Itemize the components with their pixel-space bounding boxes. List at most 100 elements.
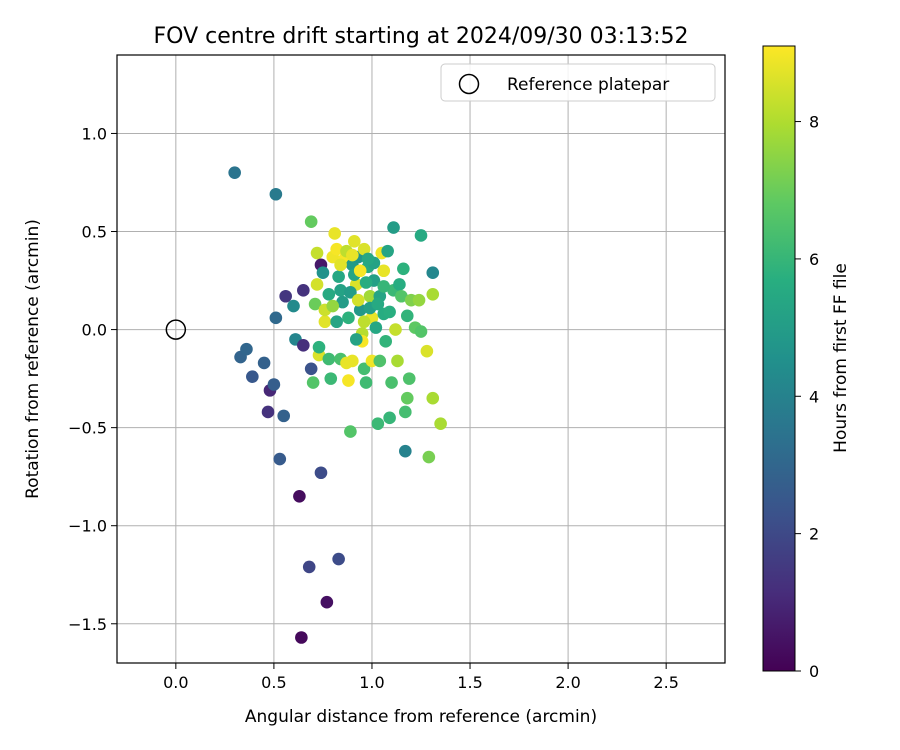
data-point (377, 280, 391, 293)
data-point (359, 376, 373, 389)
x-tick-label: 1.5 (457, 673, 482, 692)
data-point (330, 242, 343, 256)
data-point (293, 489, 306, 503)
colorbar-tick-label: 0 (809, 662, 819, 681)
y-tick-label: 1.0 (82, 124, 107, 143)
data-point (261, 405, 275, 419)
x-tick-label: 0.5 (261, 673, 286, 692)
data-point (353, 303, 367, 317)
data-point (391, 354, 404, 368)
data-point (318, 315, 332, 329)
data-point (348, 235, 361, 248)
colorbar-tick-label: 2 (809, 525, 819, 544)
colorbar-ticks: 0 2 4 6 8 (795, 113, 819, 681)
data-point (371, 297, 385, 311)
data-point (332, 552, 345, 566)
colorbar-tick-label: 8 (809, 113, 819, 132)
data-point (434, 417, 447, 431)
data-point (334, 258, 347, 272)
colorbar: 0 2 4 6 8 Hours from first FF file (762, 45, 851, 681)
data-point (312, 340, 326, 354)
data-point (342, 374, 355, 387)
data-point (426, 266, 440, 280)
data-point (269, 187, 283, 201)
data-point (387, 221, 400, 234)
data-point (304, 215, 318, 229)
data-point (402, 372, 416, 385)
colorbar-gradient (762, 45, 796, 672)
x-axis: 0.0 0.5 1.0 1.5 2.0 2.5 (163, 663, 679, 692)
data-point (277, 409, 291, 423)
data-point (330, 315, 343, 329)
data-point (310, 278, 324, 291)
x-tick-label: 0.0 (163, 673, 188, 692)
y-axis-label: Rotation from reference (arcmin) (23, 219, 43, 499)
data-point (346, 354, 359, 368)
colorbar-tick-label: 6 (809, 250, 819, 269)
data-point (332, 270, 345, 283)
data-point (414, 229, 428, 242)
data-point (269, 311, 283, 325)
y-tick-label: 0.0 (82, 321, 107, 340)
y-tick-label: −1.0 (68, 517, 107, 536)
data-point (334, 284, 347, 297)
chart-title: FOV centre drift starting at 2024/09/30 … (154, 24, 689, 49)
y-tick-label: 0.5 (82, 223, 107, 242)
data-point (310, 246, 324, 260)
data-point (397, 262, 410, 276)
data-point (267, 378, 281, 391)
plot-frame (116, 54, 726, 664)
colorbar-label: Hours from first FF file (831, 263, 851, 453)
reference-point-marker (165, 319, 187, 340)
data-point (302, 560, 316, 574)
data-point (426, 287, 440, 301)
data-point (336, 295, 349, 309)
data-point (344, 425, 357, 438)
data-point (344, 286, 357, 299)
legend-marker-icon (458, 73, 480, 95)
data-point (324, 372, 338, 385)
data-point (373, 354, 387, 368)
y-tick-label: −0.5 (68, 419, 107, 438)
data-point (414, 325, 428, 338)
data-point (304, 362, 318, 376)
data-point (273, 452, 287, 466)
data-point (400, 309, 414, 323)
data-point (393, 278, 406, 291)
data-point (400, 391, 414, 405)
x-tick-label: 1.0 (359, 673, 384, 692)
reference-marker (165, 319, 187, 340)
data-point (363, 289, 377, 303)
data-point (357, 362, 371, 376)
data-point (240, 342, 253, 356)
y-axis: −1.5 −1.0 −0.5 0.0 0.5 1.0 (68, 124, 117, 634)
data-point (420, 344, 434, 358)
data-point (279, 289, 292, 303)
data-point (306, 376, 320, 389)
data-point (389, 323, 402, 336)
data-point (357, 315, 371, 329)
data-points (228, 166, 447, 644)
data-point (385, 376, 398, 389)
data-point (349, 333, 363, 346)
data-point (322, 287, 336, 301)
data-point (357, 242, 371, 256)
legend: Reference platepar (440, 63, 716, 102)
data-point (314, 466, 328, 480)
data-point (426, 391, 440, 405)
colorbar-tick-label: 4 (809, 387, 819, 406)
data-point (322, 352, 336, 366)
data-point (399, 444, 412, 458)
data-point (297, 338, 310, 352)
data-point (342, 311, 355, 325)
data-point (326, 299, 340, 313)
data-point (287, 299, 300, 313)
data-point (359, 276, 373, 289)
y-tick-label: −1.5 (68, 615, 107, 634)
x-axis-label: Angular distance from reference (arcmin) (245, 707, 597, 727)
data-point (395, 289, 408, 303)
data-point (320, 595, 334, 609)
data-point (257, 356, 271, 370)
data-point (316, 266, 330, 280)
data-point (383, 411, 396, 425)
